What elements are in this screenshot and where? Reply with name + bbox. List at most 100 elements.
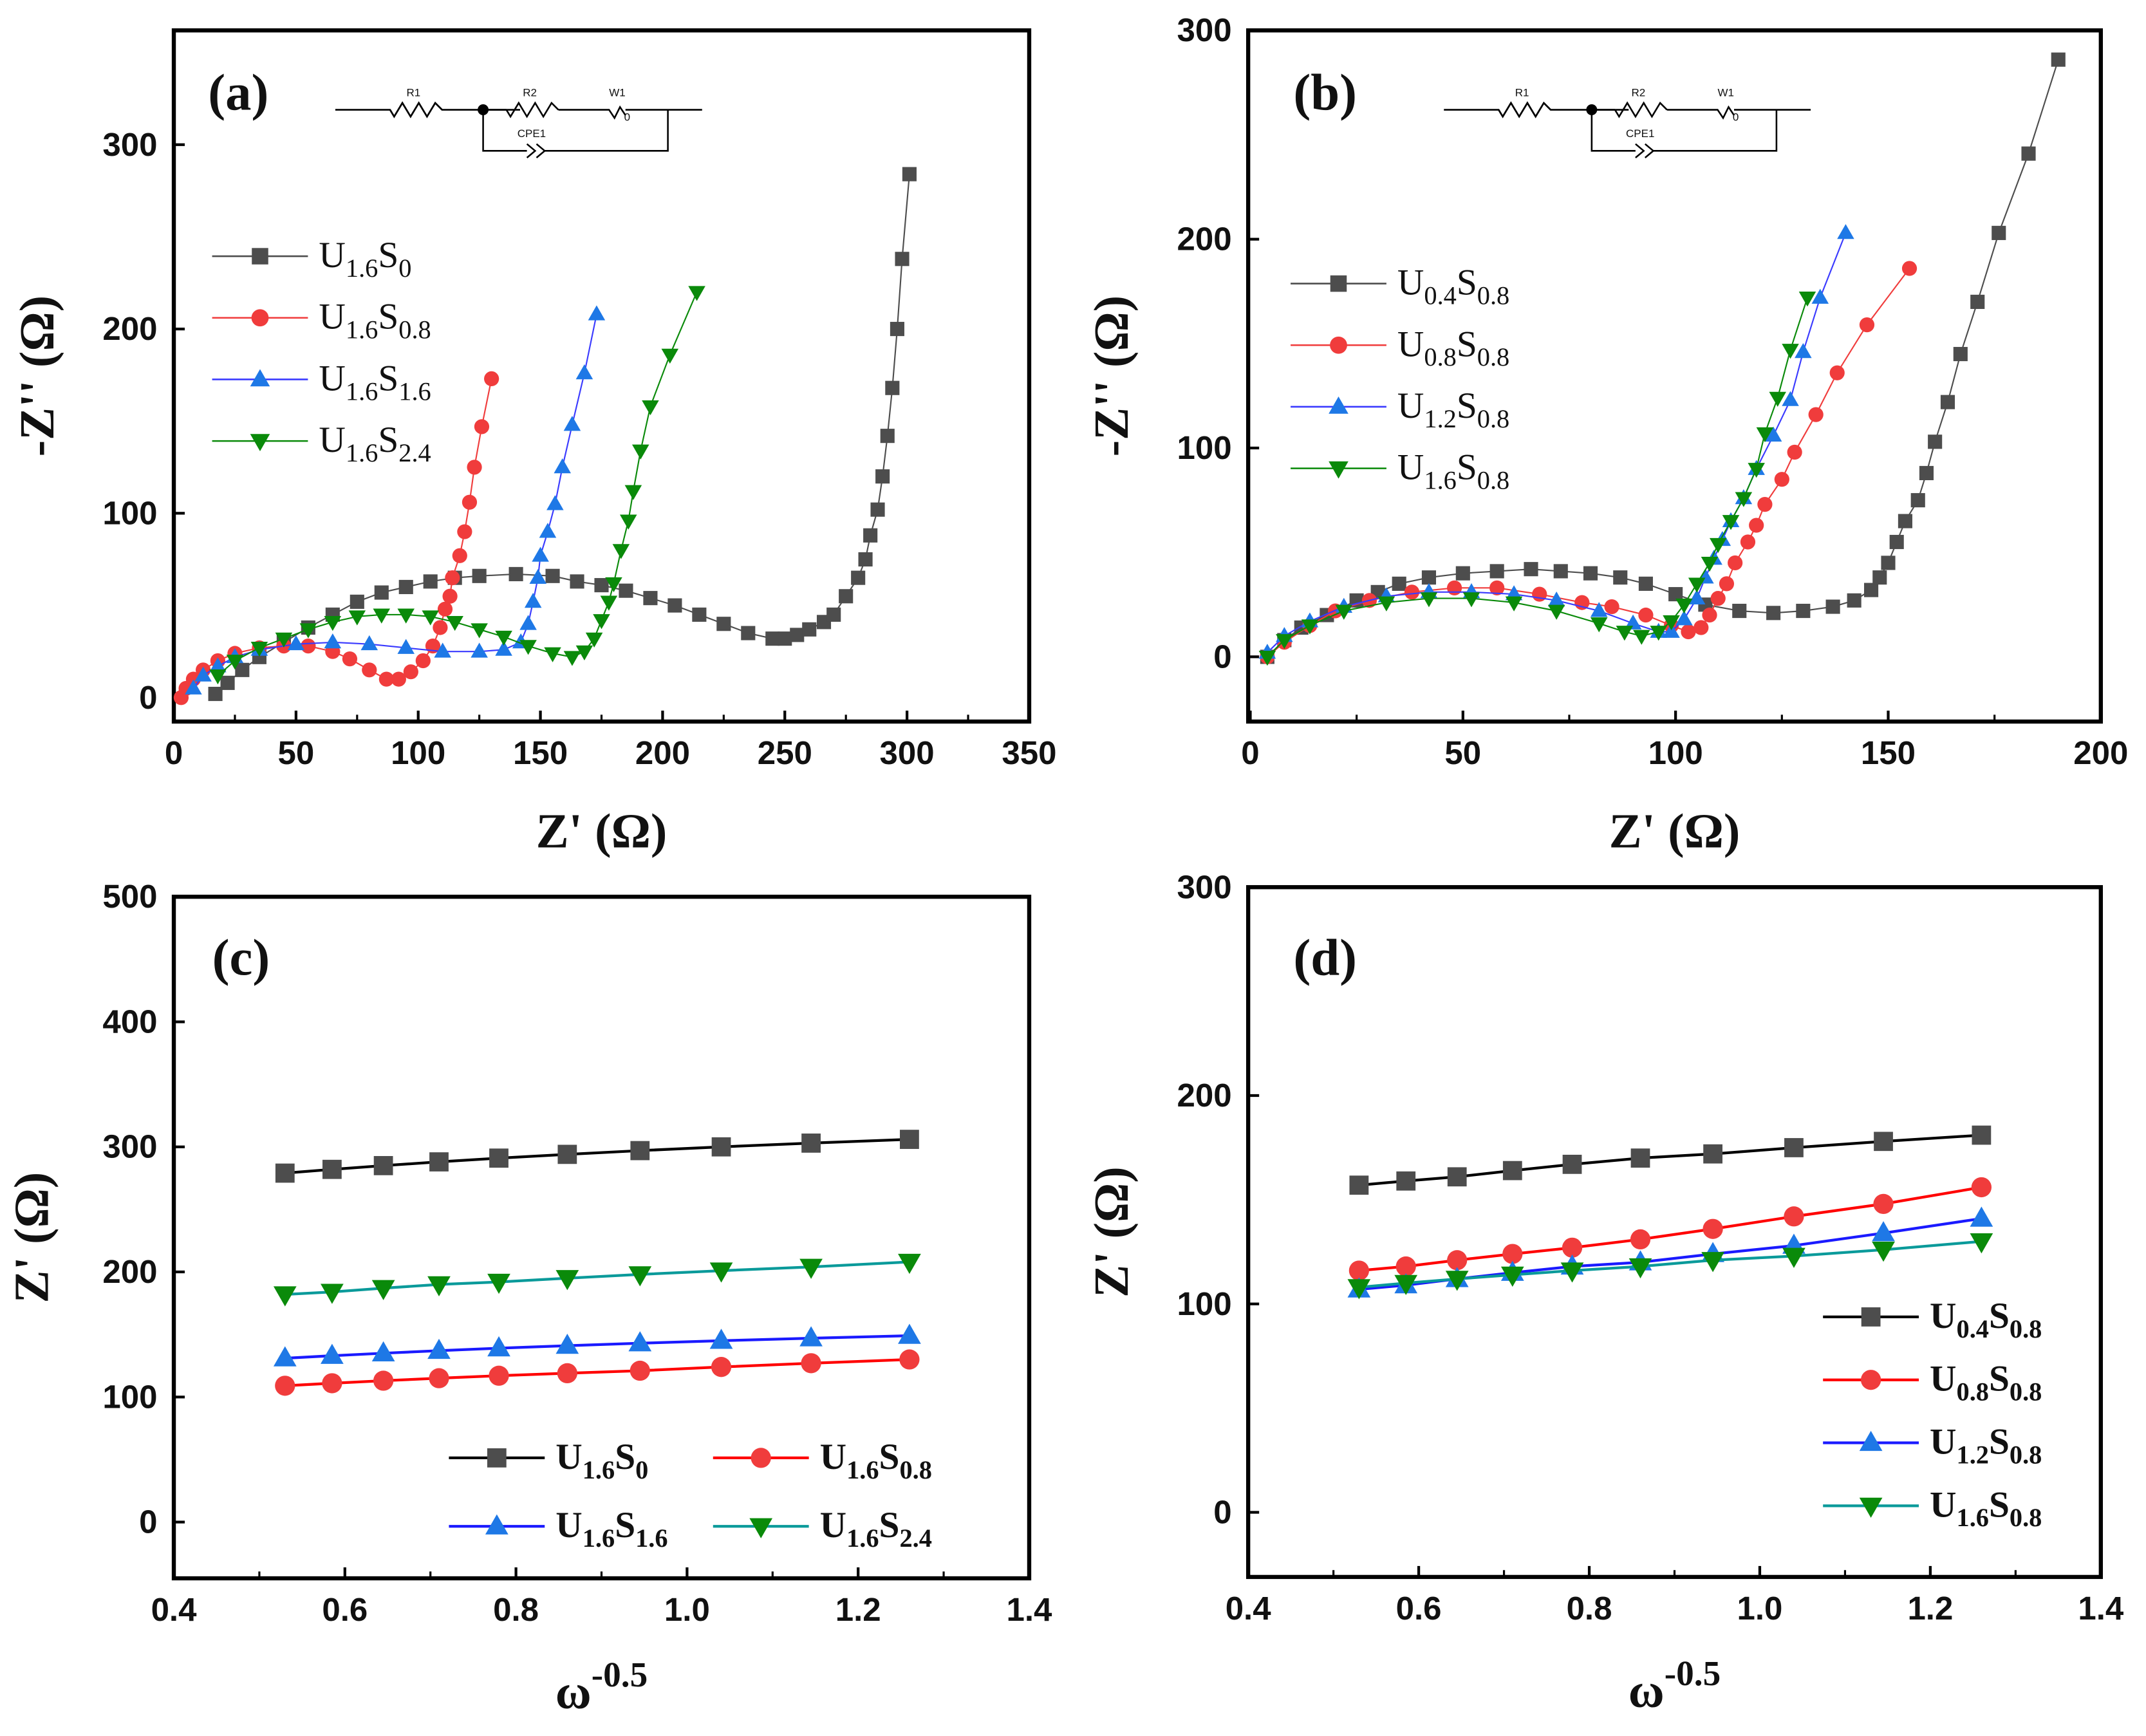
series-U1.6S0.8 bbox=[1258, 292, 1816, 666]
data-point bbox=[899, 1349, 920, 1370]
data-point bbox=[1953, 346, 1968, 362]
data-point bbox=[194, 666, 212, 682]
y-tick-label: 200 bbox=[102, 310, 157, 347]
legend-subscript: 1.6 bbox=[1424, 466, 1456, 495]
data-point bbox=[474, 419, 490, 434]
data-point bbox=[423, 574, 438, 589]
legend-label: U0.8S0.8 bbox=[1930, 1359, 2042, 1406]
r1-resistor-zigzag bbox=[1498, 101, 1551, 118]
data-point bbox=[422, 610, 439, 626]
data-point bbox=[1675, 610, 1693, 626]
data-point bbox=[1502, 1244, 1523, 1264]
legend-letter: U bbox=[319, 420, 345, 460]
data-point bbox=[1335, 604, 1353, 620]
legend-subscript: 1.6 bbox=[635, 1524, 667, 1553]
data-point bbox=[1898, 514, 1912, 528]
x-tick-label: 150 bbox=[1861, 734, 1916, 771]
data-point bbox=[1837, 224, 1854, 239]
legend-subscript: 1.6 bbox=[846, 1455, 879, 1484]
y-axis-title: -Z'' (Ω) bbox=[1084, 295, 1139, 456]
data-point bbox=[209, 657, 227, 673]
legend-letter: U bbox=[1397, 324, 1424, 364]
data-point bbox=[799, 1258, 823, 1279]
data-point bbox=[1872, 570, 1887, 585]
data-point bbox=[324, 615, 342, 631]
legend-item: U1.6S0.8 bbox=[212, 297, 431, 344]
data-point bbox=[397, 608, 415, 624]
data-point bbox=[250, 642, 268, 657]
legend-label: U1.6S1.6 bbox=[319, 358, 431, 406]
legend-subscript: 1.6 bbox=[346, 377, 378, 406]
data-point bbox=[1630, 1229, 1651, 1250]
data-point bbox=[1703, 1144, 1722, 1164]
data-point bbox=[1782, 1247, 1805, 1268]
data-point bbox=[709, 1329, 733, 1349]
data-point bbox=[885, 380, 900, 395]
data-point bbox=[1348, 1260, 1369, 1281]
data-point bbox=[1701, 557, 1719, 572]
data-point bbox=[799, 1326, 823, 1347]
data-point bbox=[322, 1373, 342, 1394]
data-point bbox=[433, 620, 448, 635]
circuit-label-cpe: CPE1 bbox=[518, 127, 546, 140]
data-point bbox=[1633, 630, 1650, 645]
circuit-label-r2: R2 bbox=[1632, 86, 1646, 98]
panel-label: (d) bbox=[1293, 929, 1357, 986]
data-point bbox=[563, 651, 581, 666]
legend-subscript: 1.6 bbox=[346, 254, 378, 283]
data-point bbox=[1784, 1206, 1804, 1227]
data-point bbox=[605, 577, 622, 593]
data-point bbox=[1829, 365, 1845, 380]
data-point bbox=[1396, 1171, 1416, 1191]
legend-marker bbox=[250, 434, 270, 452]
data-point bbox=[1701, 1252, 1724, 1273]
data-point bbox=[1782, 391, 1799, 406]
plot-frame bbox=[1246, 885, 2104, 1580]
series-line bbox=[1267, 297, 1808, 658]
data-point bbox=[1766, 606, 1781, 621]
legend-subscript: 1.6 bbox=[846, 1524, 879, 1553]
series-U1.6S0.8 bbox=[1347, 1233, 1993, 1300]
legend-letter: U bbox=[1397, 447, 1424, 488]
x-tick-label: 250 bbox=[758, 734, 812, 771]
data-point bbox=[630, 1141, 650, 1161]
y-tick-label: 200 bbox=[1177, 221, 1232, 257]
legend-letter: S bbox=[615, 1437, 635, 1477]
data-point bbox=[898, 1253, 921, 1274]
data-point bbox=[619, 514, 637, 530]
data-point bbox=[403, 664, 418, 680]
data-point bbox=[275, 1163, 295, 1183]
data-point bbox=[442, 588, 458, 604]
data-point bbox=[1524, 562, 1538, 577]
data-point bbox=[301, 638, 316, 654]
legend-marker bbox=[1859, 1497, 1883, 1518]
data-point bbox=[437, 601, 453, 617]
data-point bbox=[1757, 497, 1773, 512]
data-point bbox=[532, 546, 549, 562]
data-point bbox=[546, 495, 564, 510]
data-point bbox=[1769, 391, 1786, 407]
data-point bbox=[1613, 570, 1628, 585]
data-point bbox=[1787, 444, 1802, 460]
data-point bbox=[1392, 576, 1406, 591]
legend-letter: S bbox=[378, 420, 398, 460]
data-point bbox=[1663, 622, 1680, 638]
legend-subscript: 0.4 bbox=[1957, 1314, 1989, 1343]
y-axis-title: Z' (Ω) bbox=[1084, 1166, 1139, 1298]
x-tick-label: 0.6 bbox=[322, 1591, 368, 1628]
cpe1-element bbox=[1591, 109, 1778, 158]
legend-marker bbox=[1329, 396, 1348, 414]
legend-label: U1.6S0 bbox=[319, 235, 411, 283]
data-point bbox=[1901, 261, 1917, 276]
data-point bbox=[495, 640, 512, 656]
x-tick-label: 1.4 bbox=[2078, 1590, 2124, 1627]
data-point bbox=[900, 1130, 919, 1149]
data-point bbox=[1628, 1258, 1652, 1279]
series-line bbox=[1359, 1186, 1982, 1273]
data-point bbox=[1972, 1125, 1992, 1145]
x-tick-label: 1.0 bbox=[1737, 1590, 1783, 1627]
data-point bbox=[374, 585, 389, 600]
data-point bbox=[575, 364, 593, 380]
data-point bbox=[2021, 146, 2036, 161]
legend-marker bbox=[251, 309, 269, 327]
